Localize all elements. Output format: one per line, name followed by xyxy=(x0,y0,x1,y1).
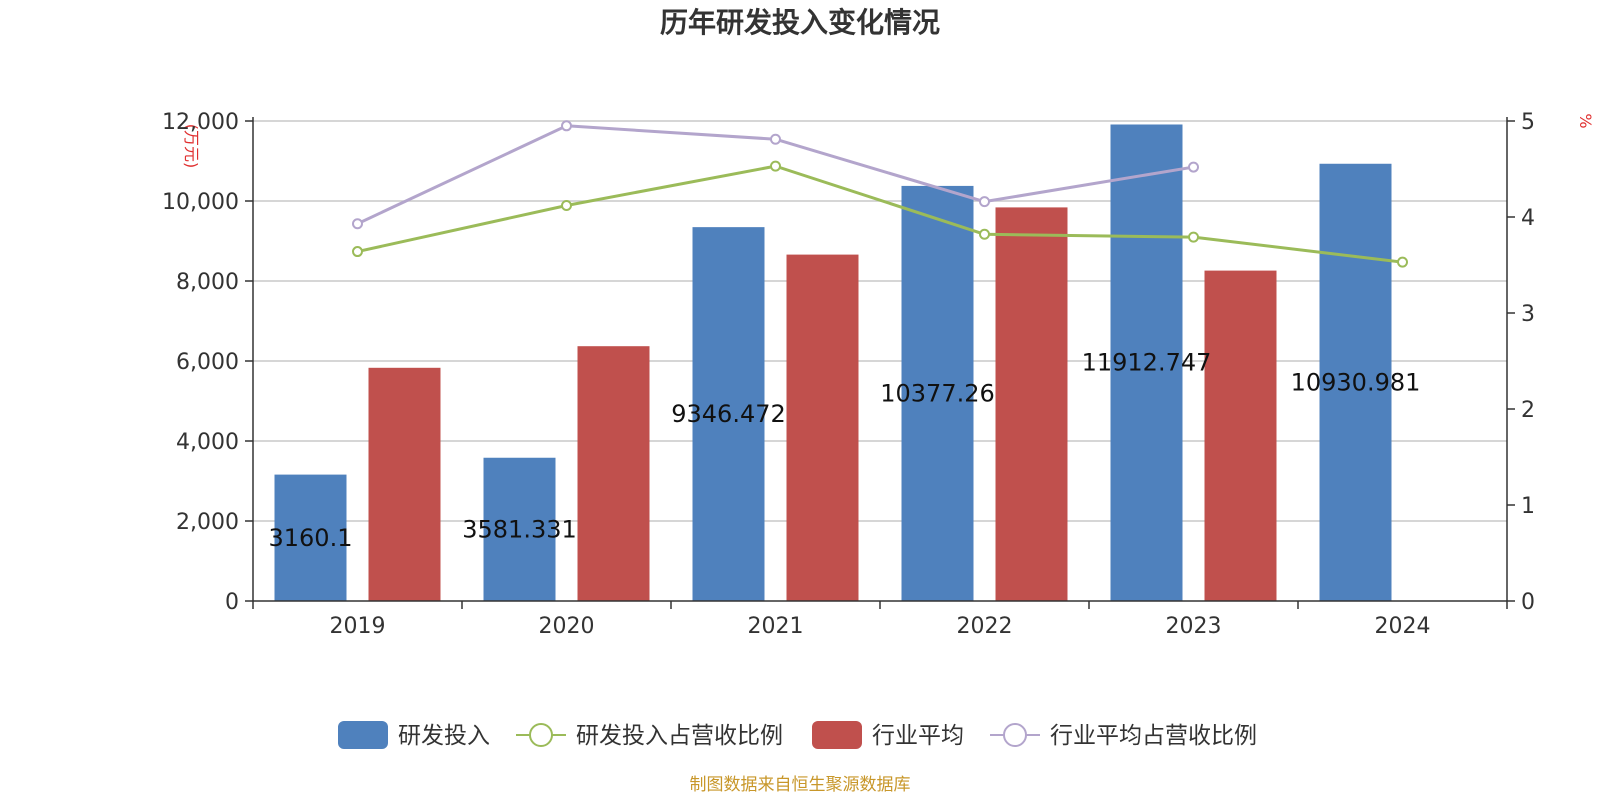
legend-label: 研发投入 xyxy=(398,723,490,749)
left-tick-label: 0 xyxy=(225,590,239,615)
x-tick-label: 2021 xyxy=(748,614,804,639)
series-point xyxy=(770,133,781,145)
left-tick-label: 2,000 xyxy=(176,510,239,535)
right-tick-label: 0 xyxy=(1521,590,1535,615)
legend-label: 行业平均 xyxy=(872,723,964,749)
series-point xyxy=(1397,256,1408,268)
right-tick-label: 5 xyxy=(1521,110,1535,135)
bar xyxy=(995,207,1068,601)
data-source-note: 制图数据来自恒生聚源数据库 xyxy=(690,775,911,795)
series-point xyxy=(561,120,572,132)
series-point xyxy=(1188,161,1199,173)
series-point xyxy=(352,218,363,230)
series-point xyxy=(1188,231,1199,243)
series-line xyxy=(357,164,1403,264)
x-tick-label: 2022 xyxy=(957,614,1013,639)
bar xyxy=(368,367,441,601)
right-tick-label: 4 xyxy=(1521,206,1535,231)
bar xyxy=(692,227,765,601)
x-tick-label: 2023 xyxy=(1166,614,1222,639)
bar xyxy=(1110,124,1183,602)
bar xyxy=(577,346,650,601)
bar xyxy=(901,185,974,601)
bar-value-label: 10930.981 xyxy=(1291,368,1421,396)
bar xyxy=(274,474,347,601)
legend-label: 研发投入占营收比例 xyxy=(576,723,783,749)
bar-value-label: 3581.331 xyxy=(462,515,577,543)
bar xyxy=(1319,163,1392,602)
series-point xyxy=(561,199,572,211)
series-point xyxy=(770,160,781,172)
line-series xyxy=(352,120,1408,268)
grid-lines xyxy=(253,120,1507,522)
bar xyxy=(786,254,859,601)
bar-labels: 3160.1 3581.331 9346.472 10377.26 11912.747 1… xyxy=(269,349,1421,552)
left-tick-label: 6,000 xyxy=(176,350,239,375)
left-tick-label: 4,000 xyxy=(176,430,239,455)
left-axis-unit: (万元) xyxy=(182,124,201,169)
series-point xyxy=(979,196,990,208)
x-tick-label: 2024 xyxy=(1375,614,1431,639)
x-tick-label: 2020 xyxy=(539,614,595,639)
legend: 研发投入 研发投入占营收比例 行业平均 行业平均占营收比例 xyxy=(338,721,1257,749)
series-point xyxy=(979,228,990,240)
bar xyxy=(1204,270,1277,601)
x-tick-label: 2019 xyxy=(330,614,386,639)
bar-value-label: 3160.1 xyxy=(269,524,353,552)
legend-label: 行业平均占营收比例 xyxy=(1050,723,1257,749)
bar-value-label: 9346.472 xyxy=(671,400,786,428)
right-axis-unit: % xyxy=(1576,113,1595,128)
legend-swatch xyxy=(338,721,388,749)
right-tick-label: 1 xyxy=(1521,494,1535,519)
axes: 0 2,000 4,000 6,000 8,000 10,000 12,000 0 1 2 3 4 5 2… xyxy=(162,110,1535,639)
bars xyxy=(274,124,1392,602)
right-tick-label: 2 xyxy=(1521,398,1535,423)
bar-value-label: 11912.747 xyxy=(1082,349,1212,377)
legend-marker xyxy=(1003,723,1027,747)
left-tick-label: 12,000 xyxy=(162,110,239,135)
legend-swatch xyxy=(812,721,862,749)
legend-marker xyxy=(529,723,553,747)
left-tick-label: 8,000 xyxy=(176,270,239,295)
left-tick-label: 10,000 xyxy=(162,190,239,215)
series-point xyxy=(352,246,363,258)
chart-title: 历年研发投入变化情况 xyxy=(660,6,940,39)
right-tick-label: 3 xyxy=(1521,302,1535,327)
bar xyxy=(483,457,556,601)
bar-value-label: 10377.26 xyxy=(880,379,995,407)
